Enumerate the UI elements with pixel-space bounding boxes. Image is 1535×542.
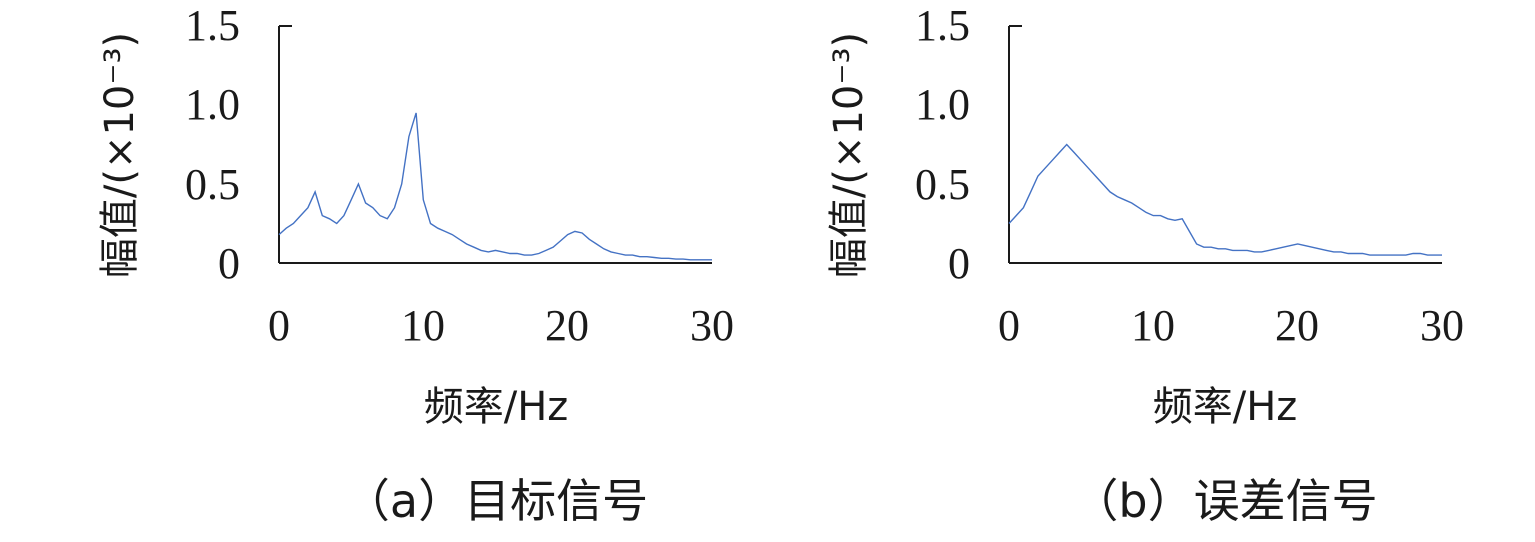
panel-a-y-ticks: 1.5 1.0 0.5 0 bbox=[185, 1, 240, 288]
panel-a-series-line bbox=[278, 112, 712, 261]
panel-b-xtick-30: 30 bbox=[1420, 301, 1464, 350]
panel-a-plot bbox=[278, 25, 712, 264]
panel-b: 1.5 1.0 0.5 0 0 10 20 30 幅值/(×10⁻³) 频率/H… bbox=[826, 1, 1464, 528]
panel-b-xtick-0: 0 bbox=[998, 301, 1020, 350]
panel-a-ytick-1.0: 1.0 bbox=[185, 80, 240, 129]
panel-b-x-ticks: 0 10 20 30 bbox=[998, 301, 1464, 350]
panel-b-ytick-1.5: 1.5 bbox=[915, 1, 970, 50]
panel-b-ytick-1.0: 1.0 bbox=[915, 80, 970, 129]
panel-a-ytick-0.5: 0.5 bbox=[185, 160, 240, 209]
panel-b-plot bbox=[1008, 25, 1442, 264]
panel-a-xtick-0: 0 bbox=[268, 301, 290, 350]
panel-b-caption: （b）误差信号 bbox=[1072, 474, 1377, 528]
panel-b-y-ticks: 1.5 1.0 0.5 0 bbox=[915, 1, 970, 288]
panel-a-x-ticks: 0 10 20 30 bbox=[268, 301, 734, 350]
panel-a-ytick-0: 0 bbox=[218, 239, 240, 288]
panel-b-ytick-0.5: 0.5 bbox=[915, 160, 970, 209]
panel-a-xtick-10: 10 bbox=[401, 301, 445, 350]
panel-a-caption: （a）目标信号 bbox=[344, 474, 648, 528]
panel-b-ytick-0: 0 bbox=[948, 239, 970, 288]
panel-a: 1.5 1.0 0.5 0 0 10 20 30 幅值/(×10⁻³) 频率/H… bbox=[97, 1, 734, 528]
panel-b-xtick-20: 20 bbox=[1275, 301, 1319, 350]
panel-b-xlabel: 频率/Hz bbox=[1153, 384, 1298, 430]
panel-a-xtick-30: 30 bbox=[690, 301, 734, 350]
panel-b-xtick-10: 10 bbox=[1131, 301, 1175, 350]
panel-b-series-line bbox=[1008, 143, 1442, 256]
panel-b-ylabel: 幅值/(×10⁻³) bbox=[826, 32, 872, 278]
panel-a-ytick-1.5: 1.5 bbox=[185, 1, 240, 50]
panel-a-ylabel: 幅值/(×10⁻³) bbox=[97, 32, 143, 278]
panel-a-xlabel: 频率/Hz bbox=[424, 384, 569, 430]
panel-a-xtick-20: 20 bbox=[545, 301, 589, 350]
